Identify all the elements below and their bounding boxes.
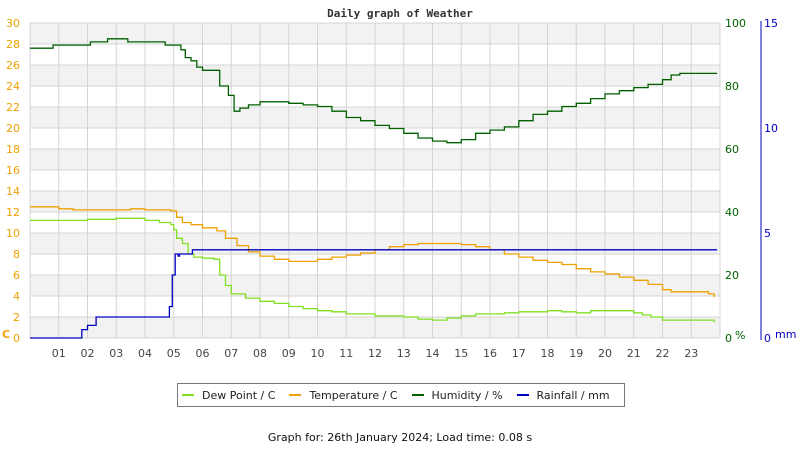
y-tick-left: 10	[6, 227, 20, 240]
series-line-dew-point	[30, 217, 715, 323]
x-tick: 01	[52, 347, 66, 360]
legend-swatch-dew-point	[182, 394, 194, 396]
series-line-rainfall	[30, 249, 718, 339]
y-axis-label-rainfall: mm	[775, 328, 796, 341]
x-tick: 12	[368, 347, 382, 360]
legend-item-dew-point: Dew Point / C	[182, 389, 275, 402]
chart-title: Daily graph of Weather	[327, 7, 473, 20]
y-axis-label-humidity: %	[735, 329, 745, 342]
series-line-humidity	[30, 38, 718, 144]
y-tick-left: 26	[6, 59, 20, 72]
y-tick-left: 6	[13, 269, 20, 282]
y-tick-rainfall: 5	[764, 227, 771, 240]
x-tick: 14	[426, 347, 440, 360]
y-tick-humidity: 100	[725, 17, 746, 30]
y-tick-rainfall: 10	[764, 122, 778, 135]
x-tick: 11	[339, 347, 353, 360]
legend-swatch-temperature	[289, 394, 302, 396]
y-tick-left: 8	[13, 248, 20, 261]
y-tick-left: 16	[6, 164, 20, 177]
y-tick-left: 2	[13, 311, 20, 324]
y-tick-left: 30	[6, 17, 20, 30]
x-tick: 09	[282, 347, 296, 360]
y-tick-humidity: 40	[725, 206, 739, 219]
x-tick: 04	[138, 347, 152, 360]
x-tick: 20	[598, 347, 612, 360]
x-tick: 17	[512, 347, 526, 360]
x-tick: 23	[684, 347, 698, 360]
y-tick-left: 12	[6, 206, 20, 219]
y-tick-left: 22	[6, 101, 20, 114]
y-tick-left: 20	[6, 122, 20, 135]
legend-item-humidity: Humidity / %	[411, 388, 503, 402]
x-tick: 03	[109, 347, 123, 360]
x-tick: 05	[167, 347, 181, 360]
y-tick-left: 18	[6, 143, 20, 156]
y-tick-humidity: 20	[725, 269, 739, 282]
x-tick: 19	[569, 347, 583, 360]
x-tick: 22	[656, 347, 670, 360]
y-axis-label-left: C	[2, 328, 10, 341]
chart-legend: Dew Point / C Temperature / C Humidity /…	[177, 383, 625, 407]
legend-label: Dew Point / C	[202, 388, 276, 402]
y-tick-humidity: 60	[725, 143, 739, 156]
x-tick: 02	[81, 347, 95, 360]
x-tick: 07	[224, 347, 238, 360]
footer-status: Graph for: 26th January 2024; Load time:…	[267, 431, 533, 444]
x-tick: 10	[311, 347, 325, 360]
legend-label: Temperature / C	[309, 388, 398, 402]
x-tick: 21	[627, 347, 641, 360]
legend-item-temperature: Temperature / C	[289, 388, 398, 402]
y-tick-left: 14	[6, 185, 20, 198]
legend-label: Rainfall / mm	[536, 388, 610, 402]
legend-swatch-rainfall	[516, 394, 529, 396]
y-tick-left: 24	[6, 80, 20, 93]
y-tick-left: 28	[6, 38, 20, 51]
x-tick: 15	[454, 347, 468, 360]
y-tick-left: 4	[13, 290, 20, 303]
y-tick-rainfall: 0	[764, 332, 771, 345]
x-tick: 06	[196, 347, 210, 360]
y-tick-humidity: 80	[725, 80, 739, 93]
x-tick: 16	[483, 347, 497, 360]
legend-swatch-humidity	[411, 394, 424, 396]
legend-label: Humidity / %	[431, 388, 503, 402]
x-tick: 08	[253, 347, 267, 360]
x-tick: 18	[541, 347, 555, 360]
y-tick-rainfall: 15	[764, 17, 778, 30]
y-tick-left: 0	[13, 332, 20, 345]
legend-item-rainfall: Rainfall / mm	[516, 388, 610, 402]
series-line-temperature	[30, 206, 715, 298]
data-series	[30, 38, 718, 339]
x-tick: 13	[397, 347, 411, 360]
y-tick-humidity: 0	[725, 332, 732, 345]
